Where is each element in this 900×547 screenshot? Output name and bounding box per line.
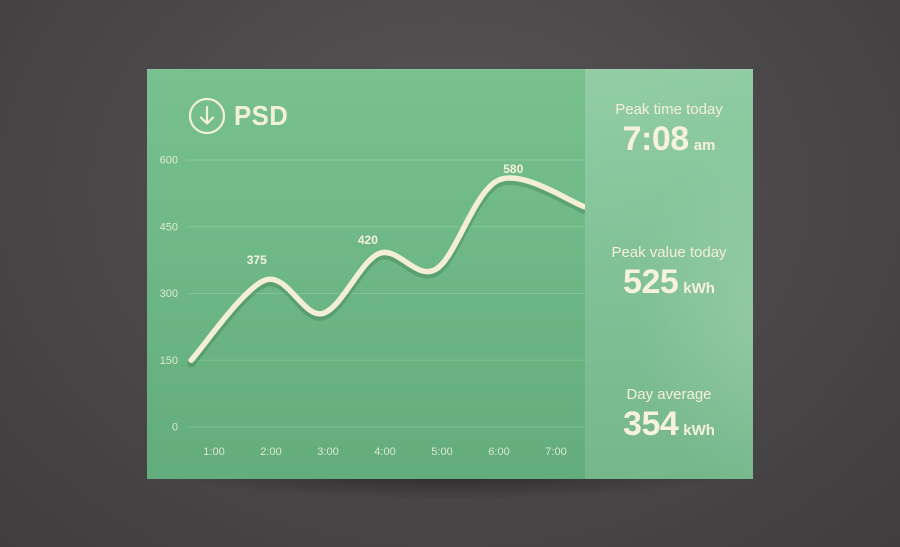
stat-value: 525 xyxy=(623,263,679,301)
x-tick-label: 6:00 xyxy=(488,446,509,458)
x-tick-label: 2:00 xyxy=(260,446,281,458)
y-tick-label: 600 xyxy=(160,155,178,167)
y-tick-label: 300 xyxy=(160,288,178,300)
stat-peak-value: Peak value today 525 kWh xyxy=(585,244,753,302)
stat-label: Peak time today xyxy=(615,101,723,118)
x-tick-label: 7:00 xyxy=(545,446,566,458)
x-tick-label: 1:00 xyxy=(203,446,224,458)
line-chart: 0 150 300 450 600 1:00 2:00 3:00 4:00 5:00 6:00 7:0… xyxy=(160,155,585,458)
brand-label: PSD xyxy=(234,100,289,131)
stat-value-row: 7:08 am xyxy=(585,120,753,159)
stat-day-average: Day average 354 kWh xyxy=(585,386,753,444)
stat-value: 7:08 xyxy=(622,120,690,158)
data-label: 375 xyxy=(247,253,267,267)
x-tick-label: 5:00 xyxy=(431,446,452,458)
stat-value: 354 xyxy=(623,405,679,443)
data-label: 580 xyxy=(503,162,523,176)
stat-peak-time: Peak time today 7:08 am xyxy=(585,101,753,159)
y-tick-label: 150 xyxy=(160,355,178,367)
series-line xyxy=(188,175,585,363)
chart-area: 0 150 300 450 600 1:00 2:00 3:00 4:00 5:00 6:00 7:0… xyxy=(147,69,585,479)
y-tick-label: 0 xyxy=(172,422,178,434)
y-tick-label: 450 xyxy=(160,221,178,233)
stats-panel: Peak time today 7:08 am Peak value today … xyxy=(585,69,753,479)
stat-unit: kWh xyxy=(683,280,715,297)
x-tick-label: 4:00 xyxy=(374,446,395,458)
brand: PSD xyxy=(188,97,293,135)
panel-glow xyxy=(585,69,753,479)
stat-value-row: 525 kWh xyxy=(585,263,753,302)
download-circle-icon xyxy=(188,97,226,135)
x-tick-label: 3:00 xyxy=(317,446,338,458)
stat-unit: am xyxy=(693,137,716,154)
series-line-shadow xyxy=(187,177,585,368)
data-label: 420 xyxy=(358,233,378,247)
stat-value-row: 354 kWh xyxy=(585,405,753,444)
dashboard-card: 0 150 300 450 600 1:00 2:00 3:00 4:00 5:00 6:00 7:0… xyxy=(147,69,753,479)
stat-label: Day average xyxy=(626,386,712,403)
stat-unit: kWh xyxy=(683,422,715,439)
stat-label: Peak value today xyxy=(611,244,727,261)
